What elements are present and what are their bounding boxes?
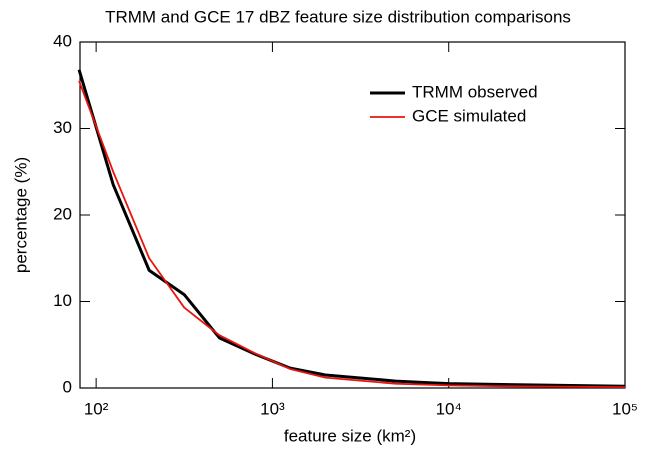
y-tick-label: 40 [53, 31, 72, 50]
y-axis-label: percentage (%) [11, 157, 30, 273]
y-tick-label: 20 [53, 204, 72, 223]
series-line [77, 69, 626, 388]
x-tick-label: 10² [84, 399, 109, 418]
x-tick-label: 10⁴ [436, 399, 462, 418]
series-line [78, 80, 626, 389]
y-tick-label: 30 [53, 118, 72, 137]
y-tick-label: 10 [53, 291, 72, 310]
chart-title: TRMM and GCE 17 dBZ feature size distrib… [105, 7, 571, 26]
y-tick-label: 0 [63, 377, 72, 396]
legend-label: GCE simulated [412, 106, 526, 125]
plot-frame [79, 41, 626, 389]
x-tick-label: 10³ [260, 399, 285, 418]
x-tick-label: 10⁵ [612, 399, 638, 418]
x-axis-label: feature size (km²) [284, 426, 416, 445]
legend-label: TRMM observed [412, 82, 538, 101]
